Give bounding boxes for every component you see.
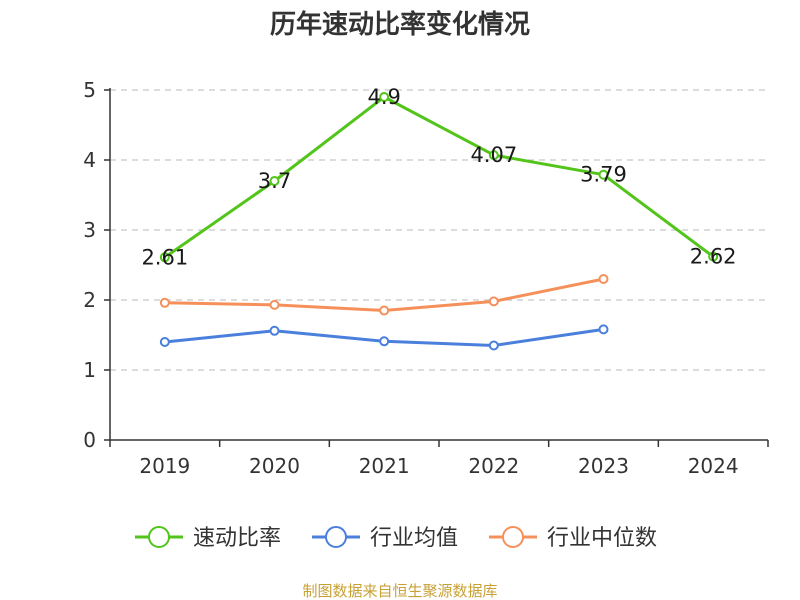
legend-label: 行业中位数 <box>547 526 657 551</box>
x-tick-label: 2019 <box>139 454 190 478</box>
series-layer <box>159 92 719 351</box>
data-label: 3.7 <box>258 169 291 193</box>
legend-label: 行业均值 <box>370 526 458 551</box>
legend-label: 速动比率 <box>193 526 281 551</box>
data-point <box>488 150 499 161</box>
grid-lines <box>110 89 768 371</box>
legend: 速动比率 行业均值 行业中位数 <box>135 526 657 551</box>
data-labels: 2.61 3.7 4.9 4.07 3.79 2.62 <box>141 85 736 269</box>
x-tick-label: 2022 <box>468 454 519 478</box>
legend-marker-icon <box>502 526 524 548</box>
data-point <box>269 176 280 186</box>
legend-item-1[interactable]: 行业均值 <box>312 526 458 551</box>
data-point <box>159 337 170 347</box>
data-point <box>269 299 280 310</box>
data-label: 4.07 <box>470 143 517 167</box>
data-point <box>269 325 280 336</box>
x-tick-label: 2024 <box>688 454 739 478</box>
data-point <box>598 274 609 284</box>
data-point <box>708 251 719 262</box>
series-2 <box>159 274 609 316</box>
y-tick-label: 1 <box>83 358 96 382</box>
data-point <box>598 169 609 180</box>
data-point <box>488 340 499 351</box>
legend-item-0[interactable]: 速动比率 <box>135 526 281 551</box>
data-point <box>488 296 499 307</box>
series-0 <box>159 92 719 263</box>
data-point <box>598 324 609 335</box>
y-tick-label: 4 <box>83 148 96 172</box>
y-tick-label: 3 <box>83 218 96 242</box>
series-1 <box>159 324 609 351</box>
data-label: 3.79 <box>580 163 627 187</box>
legend-item-2[interactable]: 行业中位数 <box>489 526 657 551</box>
data-point <box>159 297 170 308</box>
y-tick-label: 5 <box>83 78 96 102</box>
legend-marker-icon <box>325 526 347 548</box>
data-point <box>379 305 390 316</box>
data-label: 2.62 <box>690 245 737 269</box>
chart-title: 历年速动比率变化情况 <box>270 9 530 40</box>
data-point <box>159 252 170 263</box>
y-tick-label: 2 <box>83 288 96 312</box>
data-label: 2.61 <box>141 245 188 269</box>
data-label: 4.9 <box>367 85 400 109</box>
series-line <box>163 95 715 259</box>
source-note: 制图数据来自恒生聚源数据库 <box>302 582 497 600</box>
data-point <box>379 92 390 102</box>
legend-marker-icon <box>148 526 170 548</box>
axes: 0 1 2 3 4 5 2019 2020 2021 2022 2023 2024 <box>83 78 769 478</box>
y-tick-label: 0 <box>83 428 96 452</box>
x-tick-label: 2020 <box>249 454 300 478</box>
data-point <box>379 336 390 347</box>
x-tick-label: 2023 <box>578 454 629 478</box>
x-tick-label: 2021 <box>359 454 410 478</box>
